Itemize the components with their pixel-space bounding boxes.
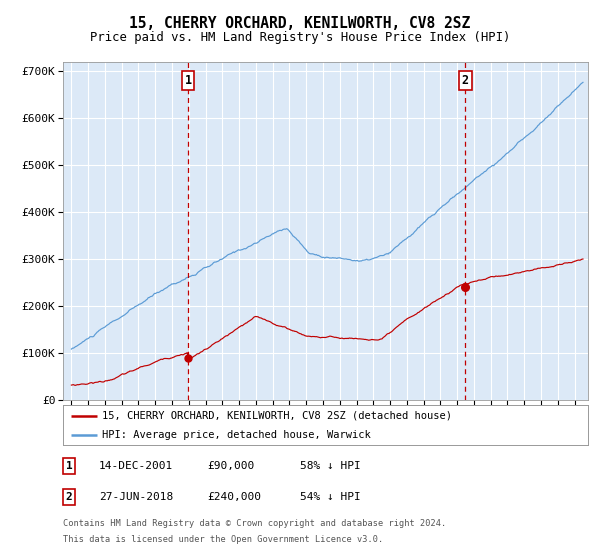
Text: Price paid vs. HM Land Registry's House Price Index (HPI): Price paid vs. HM Land Registry's House …: [90, 31, 510, 44]
Text: Contains HM Land Registry data © Crown copyright and database right 2024.: Contains HM Land Registry data © Crown c…: [63, 519, 446, 528]
Text: 1: 1: [65, 461, 73, 471]
Text: 15, CHERRY ORCHARD, KENILWORTH, CV8 2SZ: 15, CHERRY ORCHARD, KENILWORTH, CV8 2SZ: [130, 16, 470, 31]
Text: 58% ↓ HPI: 58% ↓ HPI: [300, 461, 361, 471]
Text: 14-DEC-2001: 14-DEC-2001: [99, 461, 173, 471]
Text: £240,000: £240,000: [207, 492, 261, 502]
Text: 27-JUN-2018: 27-JUN-2018: [99, 492, 173, 502]
Text: This data is licensed under the Open Government Licence v3.0.: This data is licensed under the Open Gov…: [63, 535, 383, 544]
Text: £90,000: £90,000: [207, 461, 254, 471]
Text: 1: 1: [185, 74, 191, 87]
Text: 2: 2: [462, 74, 469, 87]
Text: 54% ↓ HPI: 54% ↓ HPI: [300, 492, 361, 502]
Text: HPI: Average price, detached house, Warwick: HPI: Average price, detached house, Warw…: [103, 430, 371, 440]
Text: 2: 2: [65, 492, 73, 502]
Text: 15, CHERRY ORCHARD, KENILWORTH, CV8 2SZ (detached house): 15, CHERRY ORCHARD, KENILWORTH, CV8 2SZ …: [103, 411, 452, 421]
